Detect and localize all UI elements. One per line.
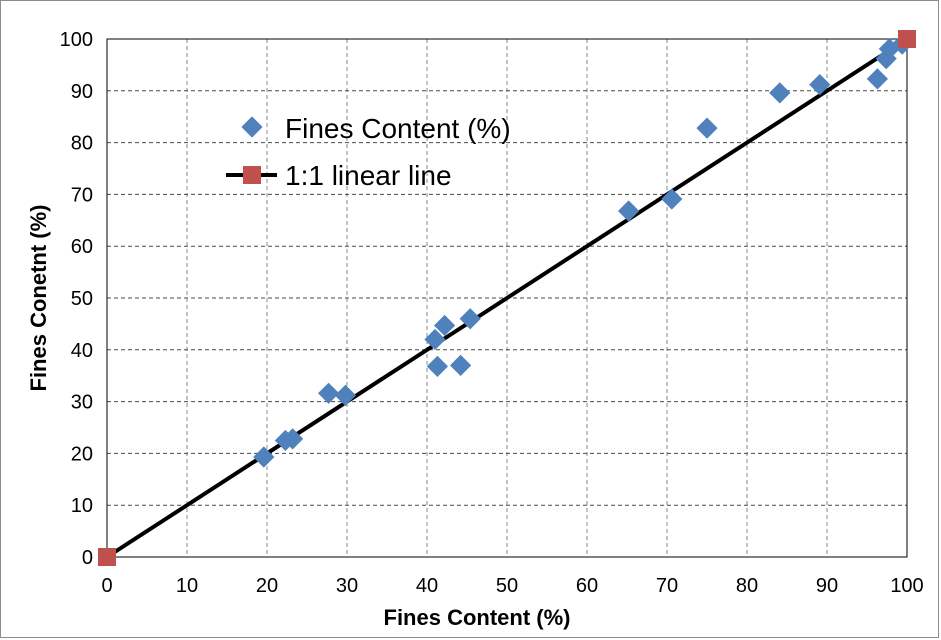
legend: Fines Content (%) 1:1 linear line	[226, 113, 511, 191]
data-point-diamond	[661, 188, 682, 209]
data-point-diamond	[335, 385, 356, 406]
y-tick-label: 60	[71, 236, 93, 258]
legend-item-linear-line: 1:1 linear line	[226, 160, 452, 191]
x-tick-label: 40	[416, 575, 438, 597]
data-point-diamond	[618, 200, 639, 221]
data-point-diamond	[867, 68, 888, 89]
x-tick-label: 70	[656, 575, 678, 597]
y-tick-label: 100	[60, 29, 93, 51]
y-tick-label: 80	[71, 133, 93, 155]
x-tick-label: 80	[736, 575, 758, 597]
line-endpoint-square	[898, 30, 916, 48]
y-tick-label: 0	[82, 547, 93, 569]
x-tick-label: 100	[890, 575, 923, 597]
data-point-diamond	[769, 82, 790, 103]
y-axis-title: Fines Conetnt (%)	[26, 205, 51, 392]
data-point-diamond	[696, 117, 717, 138]
data-point-diamond	[318, 383, 339, 404]
data-point-diamond	[427, 356, 448, 377]
y-tick-label: 20	[71, 443, 93, 465]
y-tick-label: 90	[71, 81, 93, 103]
x-tick-label: 20	[256, 575, 278, 597]
x-tick-label: 50	[496, 575, 518, 597]
x-tick-label: 0	[101, 575, 112, 597]
legend-label-linear-line: 1:1 linear line	[285, 160, 452, 191]
legend-square-marker	[243, 166, 261, 184]
x-tick-label: 90	[816, 575, 838, 597]
x-tick-label: 60	[576, 575, 598, 597]
y-tick-label: 70	[71, 184, 93, 206]
y-tick-label: 40	[71, 340, 93, 362]
x-tick-label: 10	[176, 575, 198, 597]
x-tick-label: 30	[336, 575, 358, 597]
y-tick-label: 10	[71, 495, 93, 517]
legend-diamond-marker	[241, 116, 262, 137]
line-endpoint-square	[98, 548, 116, 566]
legend-label-fines-content: Fines Content (%)	[285, 113, 511, 144]
x-axis-title: Fines Content (%)	[384, 605, 571, 630]
data-point-diamond	[450, 355, 471, 376]
y-tick-label: 50	[71, 288, 93, 310]
legend-item-fines-content: Fines Content (%)	[241, 113, 510, 144]
y-tick-label: 30	[71, 392, 93, 414]
